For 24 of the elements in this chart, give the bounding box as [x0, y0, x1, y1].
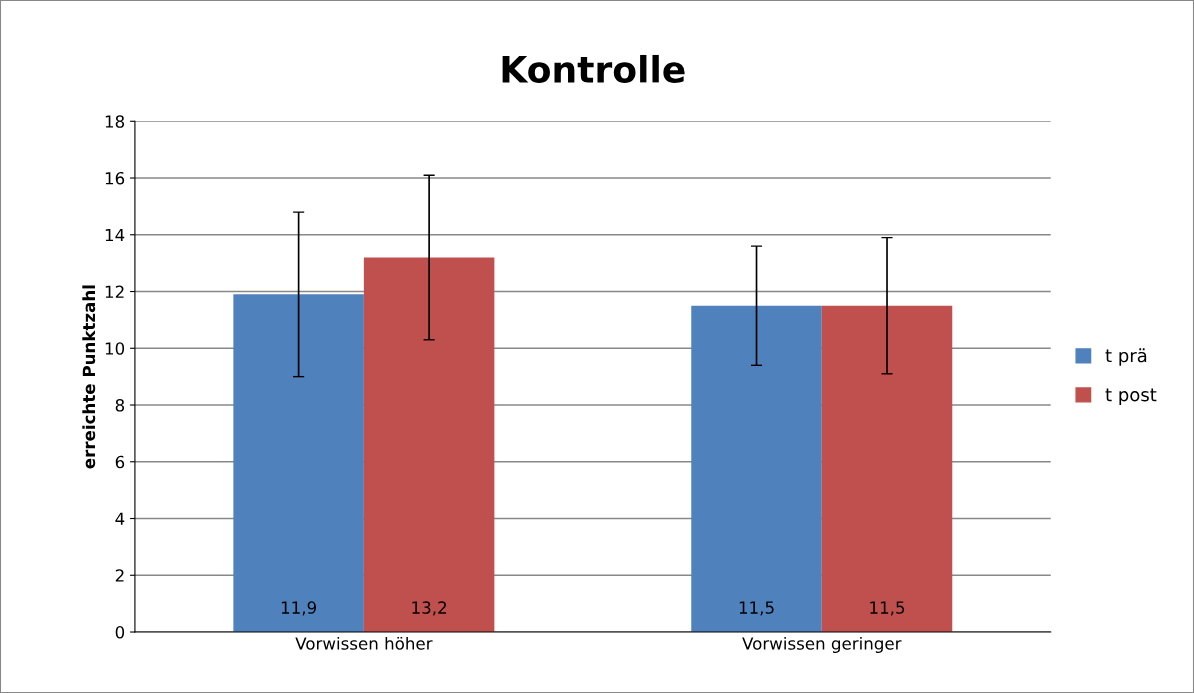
bar — [821, 305, 953, 633]
x-tick-label: Vorwissen höher — [295, 636, 433, 650]
y-tick-label: 12 — [105, 285, 124, 298]
x-tick-label: Vorwissen geringer — [742, 636, 902, 654]
data-label: 11,9 — [281, 601, 316, 616]
y-tick-label: 16 — [105, 171, 125, 185]
chart-title: Kontrolle — [502, 54, 685, 83]
bar — [233, 294, 364, 633]
y-tick-label: 6 — [115, 455, 125, 469]
data-label: 11,5 — [870, 601, 905, 616]
y-tick-label: 10 — [105, 342, 125, 355]
y-tick-label: 0 — [115, 625, 125, 639]
legend-label: t post — [1105, 388, 1157, 405]
legend-label: t prä — [1105, 348, 1147, 366]
data-label: 13,2 — [412, 601, 447, 616]
y-axis-title: erreichte Punktzahl — [82, 285, 96, 469]
y-tick-label: 18 — [105, 115, 125, 128]
bar — [363, 257, 495, 633]
data-label: 11,5 — [739, 601, 774, 616]
bar — [691, 305, 822, 633]
y-tick-label: 4 — [115, 512, 125, 525]
y-tick-label: 14 — [105, 228, 125, 242]
y-tick-label: 2 — [115, 569, 124, 582]
y-tick-label: 8 — [115, 398, 125, 412]
